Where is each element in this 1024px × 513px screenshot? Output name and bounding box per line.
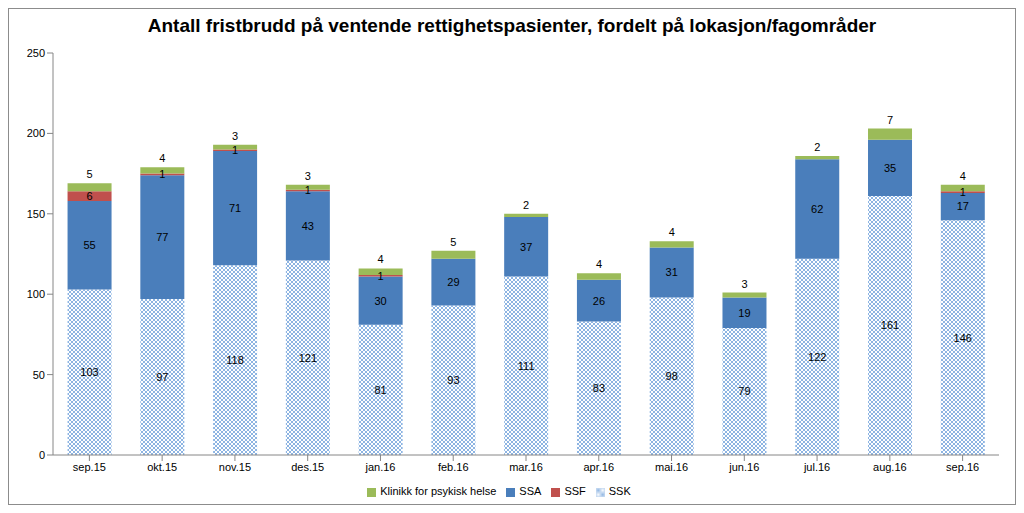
svg-text:1: 1 <box>159 168 165 180</box>
svg-text:118: 118 <box>226 354 244 366</box>
svg-text:aug.16: aug.16 <box>873 461 907 473</box>
svg-text:4: 4 <box>596 258 602 270</box>
svg-text:feb.16: feb.16 <box>438 461 469 473</box>
svg-text:3: 3 <box>305 170 311 182</box>
svg-text:250: 250 <box>27 47 45 59</box>
svg-text:50: 50 <box>33 369 45 381</box>
svg-text:150: 150 <box>27 208 45 220</box>
svg-text:43: 43 <box>302 220 314 232</box>
html-text:SSK: SSK <box>608 485 631 497</box>
svg-text:79: 79 <box>738 385 750 397</box>
html-text:SSF: SSF <box>564 485 586 497</box>
svg-text:sep.16: sep.16 <box>946 461 979 473</box>
svg-text:0: 0 <box>39 449 45 461</box>
svg-text:98: 98 <box>666 370 678 382</box>
svg-text:1: 1 <box>305 184 311 196</box>
svg-text:37: 37 <box>520 241 532 253</box>
svg-text:okt.15: okt.15 <box>147 461 177 473</box>
svg-text:93: 93 <box>447 374 459 386</box>
svg-text:17: 17 <box>957 200 969 212</box>
svg-text:nov.15: nov.15 <box>219 461 251 473</box>
svg-text:4: 4 <box>669 226 675 238</box>
svg-text:des.15: des.15 <box>291 461 324 473</box>
svg-text:2: 2 <box>814 141 820 153</box>
svg-text:sep.15: sep.15 <box>73 461 106 473</box>
svg-text:4: 4 <box>378 253 384 265</box>
svg-text:4: 4 <box>159 152 165 164</box>
svg-text:jan.16: jan.16 <box>364 461 395 473</box>
svg-text:apr.16: apr.16 <box>583 461 614 473</box>
svg-text:55: 55 <box>83 239 95 251</box>
svg-text:1: 1 <box>378 270 384 282</box>
svg-text:103: 103 <box>80 366 98 378</box>
svg-text:111: 111 <box>518 360 535 372</box>
html-text:SSA: SSA <box>519 485 542 497</box>
html-text:Antall fristbrudd på ventende: Antall fristbrudd på ventende rettighets… <box>147 15 877 36</box>
svg-text:81: 81 <box>375 384 387 396</box>
svg-text:6: 6 <box>86 190 92 202</box>
svg-text:200: 200 <box>27 127 45 139</box>
svg-text:83: 83 <box>593 382 605 394</box>
svg-text:121: 121 <box>299 352 317 364</box>
svg-text:19: 19 <box>738 307 750 319</box>
svg-text:161: 161 <box>881 319 899 331</box>
svg-text:26: 26 <box>593 295 605 307</box>
svg-text:1: 1 <box>960 186 966 198</box>
svg-text:jun.16: jun.16 <box>728 461 759 473</box>
svg-text:97: 97 <box>156 371 168 383</box>
svg-text:4: 4 <box>960 170 966 182</box>
svg-text:100: 100 <box>27 288 45 300</box>
svg-text:29: 29 <box>447 276 459 288</box>
svg-text:35: 35 <box>884 162 896 174</box>
svg-text:5: 5 <box>450 236 456 248</box>
svg-text:5: 5 <box>86 168 92 180</box>
svg-text:3: 3 <box>741 278 747 290</box>
svg-text:30: 30 <box>375 295 387 307</box>
svg-text:77: 77 <box>156 231 168 243</box>
svg-text:71: 71 <box>229 202 241 214</box>
svg-text:jul.16: jul.16 <box>803 461 830 473</box>
svg-text:122: 122 <box>808 351 826 363</box>
svg-text:146: 146 <box>954 332 972 344</box>
html-text:Klinikk for psykisk helse: Klinikk for psykisk helse <box>380 485 497 497</box>
svg-text:mar.16: mar.16 <box>509 461 543 473</box>
svg-text:3: 3 <box>232 130 238 142</box>
svg-text:2: 2 <box>523 199 529 211</box>
svg-text:62: 62 <box>811 203 823 215</box>
svg-text:1: 1 <box>232 144 238 156</box>
svg-text:31: 31 <box>666 266 678 278</box>
svg-text:mai.16: mai.16 <box>655 461 688 473</box>
svg-text:7: 7 <box>887 114 893 126</box>
